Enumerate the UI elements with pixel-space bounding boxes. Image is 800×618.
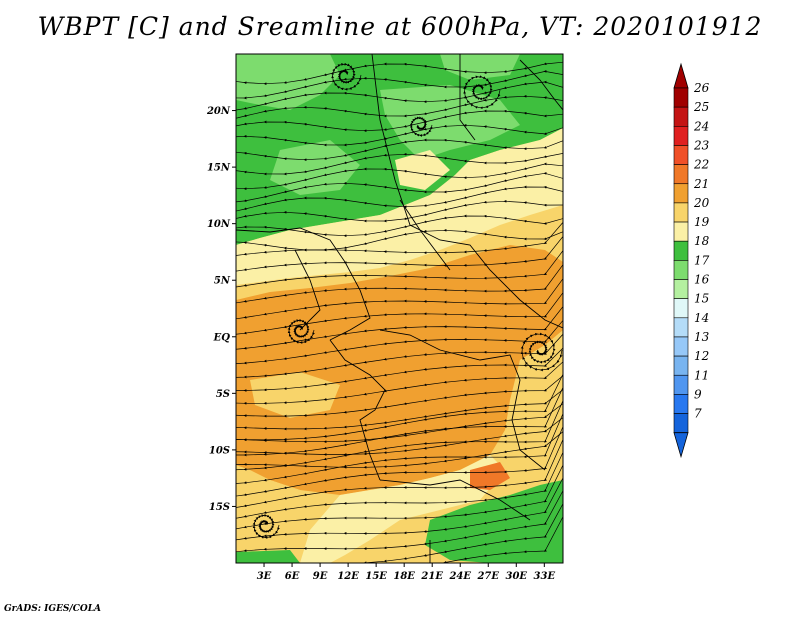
border-line — [519, 59, 563, 111]
colorbar-label: 19 — [694, 215, 710, 229]
colorbar-swatch — [673, 413, 689, 433]
colorbar-label: 24 — [693, 119, 709, 133]
colorbar-label: 12 — [694, 349, 709, 363]
colorbar-label: 26 — [693, 81, 710, 95]
colorbar-label: 16 — [694, 273, 710, 287]
colorbar-swatch — [673, 221, 689, 242]
colorbar-swatch — [673, 260, 689, 280]
lat-tick-label: 5S — [216, 389, 230, 400]
colorbar-swatch — [673, 145, 689, 165]
lon-tick-label: 15E — [365, 571, 387, 582]
colorbar-swatch — [673, 240, 689, 261]
colorbar-top-arrow — [673, 62, 689, 89]
colorbar-bottom-arrow — [673, 432, 689, 459]
lon-tick-label: 18E — [393, 571, 415, 582]
colorbar-label: 17 — [694, 253, 710, 267]
colorbar-swatch — [673, 336, 689, 357]
lon-tick-label: 9E — [313, 571, 328, 582]
colorbar-label: 22 — [693, 158, 709, 172]
streamline — [243, 516, 563, 563]
streamline — [236, 264, 563, 304]
streamline — [236, 250, 563, 288]
colorbar-swatch — [673, 355, 689, 376]
border-line — [459, 54, 476, 141]
border-line — [379, 479, 531, 521]
streamline — [463, 75, 501, 110]
lon-tick-label: 3E — [257, 571, 272, 582]
border-line — [379, 329, 546, 471]
field-region-17-southwest-strip — [236, 550, 300, 563]
streamline — [520, 332, 563, 372]
streamline — [252, 513, 280, 539]
lat-tick-label: 5N — [214, 276, 231, 287]
lat-tick-label: 10S — [209, 445, 230, 456]
colorbar-label: 18 — [694, 234, 710, 248]
colorbar-swatch — [673, 183, 689, 204]
lon-tick-label: 30E — [506, 571, 528, 582]
map-title: WBPT [C] and Sreamline at 600hPa, VT: 20… — [37, 12, 763, 41]
colorbar-label: 14 — [694, 311, 709, 325]
streamline — [236, 221, 563, 256]
lat-tick-label: 10N — [207, 219, 231, 230]
colorbar-swatch — [673, 164, 689, 185]
lon-tick-label: 21E — [420, 571, 443, 582]
colorbar-label: 25 — [693, 100, 709, 114]
colorbar-swatch — [673, 317, 689, 338]
colorbar-label: 20 — [693, 196, 710, 210]
border-line — [399, 199, 451, 271]
latitude-axis: 20N 15N 10N 5N EQ 5S 10S 15S — [206, 106, 236, 513]
colorbar-label: 21 — [693, 177, 709, 191]
colorbar: 26 25 24 23 22 21 20 19 18 17 16 15 14 13 12 11 9 7 — [673, 62, 710, 459]
streamline — [236, 278, 563, 320]
colorbar-label: 7 — [694, 407, 702, 421]
border-line — [371, 54, 563, 329]
colorbar-swatch — [673, 279, 689, 299]
lon-tick-label: 27E — [476, 571, 499, 582]
streamline — [331, 62, 362, 91]
colorbar-label: 13 — [694, 330, 710, 344]
colorbar-swatch — [673, 106, 689, 127]
lat-tick-label: 20N — [206, 106, 231, 117]
lon-tick-label: 12E — [337, 571, 359, 582]
border-line — [236, 227, 371, 341]
colorbar-label: 23 — [693, 138, 710, 152]
lat-tick-label: EQ — [213, 332, 231, 343]
lon-tick-label: 6E — [285, 571, 300, 582]
colorbar-swatch — [673, 298, 689, 319]
country-borders — [236, 54, 563, 563]
border-line — [294, 249, 321, 331]
streamline — [409, 116, 434, 137]
colorbar-label: 9 — [694, 387, 702, 401]
streamline — [287, 318, 315, 344]
lat-tick-label: 15S — [209, 502, 230, 513]
colorbar-label: 15 — [694, 292, 709, 306]
lat-tick-label: 15N — [207, 163, 231, 174]
colorbar-swatch — [673, 126, 689, 146]
colorbar-swatch — [673, 87, 689, 108]
plot-frame — [235, 53, 564, 564]
lon-tick-label: 24E — [448, 571, 471, 582]
colorbar-swatch — [673, 374, 689, 395]
colorbar-label: 11 — [694, 368, 709, 382]
grads-credit: GrADS: IGES/COLA — [4, 604, 102, 614]
lon-tick-label: 33E — [534, 571, 556, 582]
colorbar-swatch — [673, 202, 689, 223]
streamlines — [236, 61, 563, 563]
streamline — [236, 235, 563, 272]
longitude-axis: 3E 6E 9E 12E 15E 18E 21E 24E 27E 30E 33E — [257, 563, 556, 582]
colorbar-swatch — [673, 394, 689, 414]
border-line — [329, 339, 386, 481]
